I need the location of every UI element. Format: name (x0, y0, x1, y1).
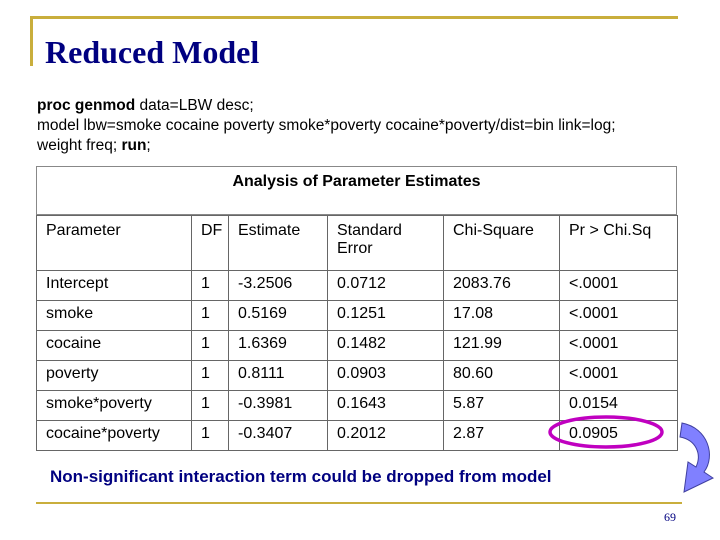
frame-top-rule (30, 16, 678, 19)
table-cell: 1 (191, 330, 229, 361)
table-cell: 17.08 (443, 300, 560, 331)
table-cell: 80.60 (443, 360, 560, 391)
table-cell: cocaine*poverty (36, 420, 192, 451)
table-row: smoke*poverty 1 -0.3981 0.1643 5.87 0.01… (36, 390, 678, 421)
col-header: Estimate (228, 215, 328, 271)
table-cell: cocaine (36, 330, 192, 361)
table-cell: 2.87 (443, 420, 560, 451)
table-cell: 0.0712 (327, 270, 444, 301)
table-cell: 0.1482 (327, 330, 444, 361)
table-cell: 5.87 (443, 390, 560, 421)
table-cell: 0.2012 (327, 420, 444, 451)
code-line-3: weight freq; run; (37, 136, 616, 156)
table-row: cocaine*poverty 1 -0.3407 0.2012 2.87 0.… (36, 420, 678, 451)
table-cell: <.0001 (559, 330, 678, 361)
table-row: smoke 1 0.5169 0.1251 17.08 <.0001 (36, 300, 678, 331)
code-text: ; (146, 137, 151, 154)
table-cell: smoke*poverty (36, 390, 192, 421)
table-cell: Intercept (36, 270, 192, 301)
table-cell: 1 (191, 420, 229, 451)
table-header-row: Parameter DF Estimate Standard Error Chi… (36, 215, 678, 271)
table-cell: <.0001 (559, 300, 678, 331)
table-cell: 0.1643 (327, 390, 444, 421)
slide-title: Reduced Model (45, 34, 260, 70)
table-row: cocaine 1 1.6369 0.1482 121.99 <.0001 (36, 330, 678, 361)
table-cell: poverty (36, 360, 192, 391)
col-header: Chi-Square (443, 215, 560, 271)
table-cell: 0.0903 (327, 360, 444, 391)
col-header: Pr > Chi.Sq (559, 215, 678, 271)
table-cell: -0.3981 (228, 390, 328, 421)
table-cell: 1 (191, 390, 229, 421)
code-line-2: model lbw=smoke cocaine poverty smoke*po… (37, 117, 616, 134)
code-keyword: run (121, 137, 147, 154)
table-cell: 1 (191, 360, 229, 391)
table-cell: 0.0905 (559, 420, 678, 451)
table-cell: 1 (191, 270, 229, 301)
col-header: DF (191, 215, 229, 271)
table-cell: 1.6369 (228, 330, 328, 361)
col-header: Parameter (36, 215, 192, 271)
analysis-header-box: Analysis of Parameter Estimates (36, 166, 677, 215)
table-cell: 0.1251 (327, 300, 444, 331)
frame-bottom-rule (36, 502, 682, 504)
table-cell: 2083.76 (443, 270, 560, 301)
table-cell: smoke (36, 300, 192, 331)
sas-code-block: proc genmod data=LBW desc; model lbw=smo… (37, 96, 616, 156)
table-cell: -0.3407 (228, 420, 328, 451)
analysis-title: Analysis of Parameter Estimates (232, 173, 481, 190)
frame-left-rule (30, 16, 33, 66)
table-cell: 1 (191, 300, 229, 331)
table-row: poverty 1 0.8111 0.0903 80.60 <.0001 (36, 360, 678, 391)
page-number: 69 (664, 510, 676, 524)
col-header: Standard Error (327, 215, 444, 271)
table-row: Intercept 1 -3.2506 0.0712 2083.76 <.000… (36, 270, 678, 301)
table-cell: <.0001 (559, 360, 678, 391)
curved-arrow-icon (679, 422, 715, 493)
table-cell: <.0001 (559, 270, 678, 301)
code-line-1: proc genmod data=LBW desc; (37, 96, 616, 116)
code-text: weight freq; (37, 137, 122, 154)
table-cell: 0.8111 (228, 360, 328, 391)
code-text: data=LBW desc; (135, 97, 254, 114)
table-cell: 0.0154 (559, 390, 678, 421)
table-cell: 0.5169 (228, 300, 328, 331)
parameter-estimates-table: Parameter DF Estimate Standard Error Chi… (36, 215, 678, 451)
interpretation-note: Non-significant interaction term could b… (50, 467, 552, 486)
code-keyword: proc genmod (37, 97, 136, 114)
table-cell: -3.2506 (228, 270, 328, 301)
table-cell: 121.99 (443, 330, 560, 361)
